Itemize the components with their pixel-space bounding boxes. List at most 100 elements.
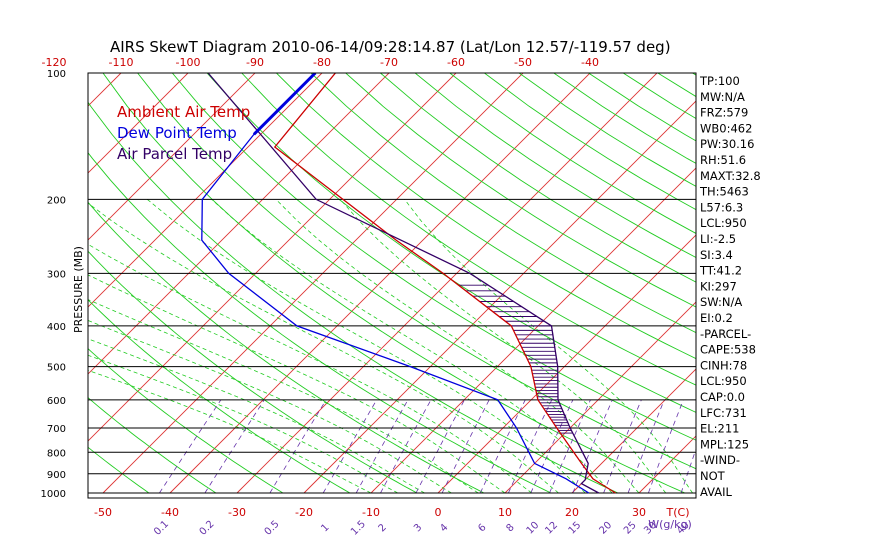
plot-frame xyxy=(87,72,697,499)
isotherm xyxy=(303,100,696,494)
bottom-temp-tick-label: 20 xyxy=(565,506,579,519)
dry-adiabat xyxy=(88,446,150,494)
bottom-temp-tick-label: -40 xyxy=(161,506,179,519)
dry-adiabat xyxy=(241,73,696,386)
mixing-ratio-line xyxy=(627,399,665,494)
moist-adiabat xyxy=(147,199,586,494)
moist-adiabat xyxy=(88,369,372,494)
mixing-ratio-line xyxy=(572,399,613,494)
mixing-ratio-tick-label: 0.5 xyxy=(263,519,282,538)
top-temp-tick-label: -80 xyxy=(313,56,331,69)
dry-adiabat xyxy=(171,73,696,441)
dry-adiabat xyxy=(88,250,418,494)
dry-adiabat xyxy=(345,73,696,308)
dry-adiabat xyxy=(88,201,485,494)
isotherm xyxy=(88,73,189,174)
dry-adiabat xyxy=(831,73,870,493)
dry-adiabat xyxy=(414,73,696,258)
dry-adiabat xyxy=(762,73,870,493)
dry-adiabat xyxy=(88,299,351,494)
mixing-ratio-tick-label: 25 xyxy=(622,520,639,537)
mixing-ratio-tick-label: 0.2 xyxy=(198,519,217,538)
dry-adiabat xyxy=(88,101,619,494)
bottom-temp-tick-label: -50 xyxy=(94,506,112,519)
mixing-ratio-line xyxy=(441,399,490,494)
index-item: TH:5463 xyxy=(699,185,749,199)
top-temp-tick-label: -40 xyxy=(581,56,599,69)
top-temp-tick-label: -120 xyxy=(42,56,67,69)
index-item: NOT xyxy=(700,469,726,483)
isotherm xyxy=(370,167,696,494)
index-item: TP:100 xyxy=(699,74,740,88)
dry-adiabat xyxy=(88,397,217,494)
index-item: FRZ:579 xyxy=(700,106,748,120)
chart-title: AIRS SkewT Diagram 2010-06-14/09:28:14.8… xyxy=(110,38,671,56)
isotherm xyxy=(840,73,870,493)
legend-entry: Ambient Air Temp xyxy=(117,103,250,121)
index-item: WB0:462 xyxy=(700,121,752,135)
index-item: TT:41.2 xyxy=(699,264,742,278)
mixing-ratio-line xyxy=(648,399,684,494)
isotherm xyxy=(88,73,256,241)
moist-adiabat xyxy=(339,199,667,494)
legend-entry: Dew Point Temp xyxy=(117,124,237,142)
mixing-ratio-tick-label: 12 xyxy=(543,520,560,537)
isotherm xyxy=(88,73,323,308)
index-item: MW:N/A xyxy=(700,90,745,104)
dry-adiabat xyxy=(276,73,696,360)
top-temp-tick-label: -60 xyxy=(447,56,465,69)
dry-adiabat xyxy=(797,73,870,493)
pressure-tick-label: 300 xyxy=(47,269,66,280)
mixing-ratio-tick-label: 6 xyxy=(476,522,488,534)
index-item: LI:-2.5 xyxy=(700,232,736,246)
pressure-tick-label: 900 xyxy=(47,470,66,481)
moist-adiabat xyxy=(88,202,559,494)
moist-adiabat xyxy=(88,274,506,494)
mixing-ratio-line xyxy=(204,399,265,494)
index-item: LCL:950 xyxy=(700,216,747,230)
mixing-ratio-line xyxy=(680,448,696,494)
bottom-temp-tick-label: 0 xyxy=(435,506,442,519)
pressure-tick-label: 600 xyxy=(47,396,66,407)
dry-adiabat xyxy=(657,73,696,98)
top-temp-tick-label: -110 xyxy=(109,56,134,69)
bottom-temp-tick-label: 10 xyxy=(498,506,512,519)
index-item: SW:N/A xyxy=(700,295,742,309)
isotherm xyxy=(88,73,457,442)
mixing-ratio-tick-label: 1 xyxy=(319,522,331,534)
moist-adiabat xyxy=(404,199,693,494)
pressure-tick-label: 800 xyxy=(47,448,66,459)
isotherm xyxy=(504,301,696,494)
index-item: LFC:731 xyxy=(700,406,747,420)
mixing-ratio-line xyxy=(508,399,553,494)
pressure-tick-label: 200 xyxy=(47,195,66,206)
isotherm xyxy=(0,73,54,493)
dry-adiabat xyxy=(102,73,686,494)
dry-adiabat xyxy=(0,73,82,493)
dry-adiabat xyxy=(137,73,696,470)
moist-adiabat xyxy=(88,243,533,494)
top-temp-tick-label: -90 xyxy=(246,56,264,69)
index-item: PW:30.16 xyxy=(700,137,754,151)
mixing-ratio-line xyxy=(603,399,642,494)
temp-unit-label: T(C) xyxy=(666,506,690,519)
dry-adiabat xyxy=(727,73,870,493)
dry-adiabat xyxy=(449,73,696,234)
mixing-ratio-line xyxy=(530,399,574,494)
mixing-ratio-tick-label: 0.1 xyxy=(152,519,171,538)
pressure-tick-label: 400 xyxy=(47,322,66,333)
pressure-tick-label: 1000 xyxy=(41,489,66,500)
mixing-ratio-tick-label: 15 xyxy=(567,520,584,537)
isotherm xyxy=(437,234,696,494)
top-temp-tick-label: -100 xyxy=(176,56,201,69)
mixing-ratio-tick-label: 3 xyxy=(412,522,424,534)
index-item: CAP:0.0 xyxy=(700,390,745,404)
mixing-ratio-line xyxy=(322,399,378,494)
isotherm xyxy=(88,73,390,375)
moist-adiabat xyxy=(88,320,452,494)
dry-adiabat xyxy=(88,152,552,494)
isotherm xyxy=(102,73,524,494)
bottom-temp-tick-label: -20 xyxy=(295,506,313,519)
index-item: MPL:125 xyxy=(700,437,749,451)
